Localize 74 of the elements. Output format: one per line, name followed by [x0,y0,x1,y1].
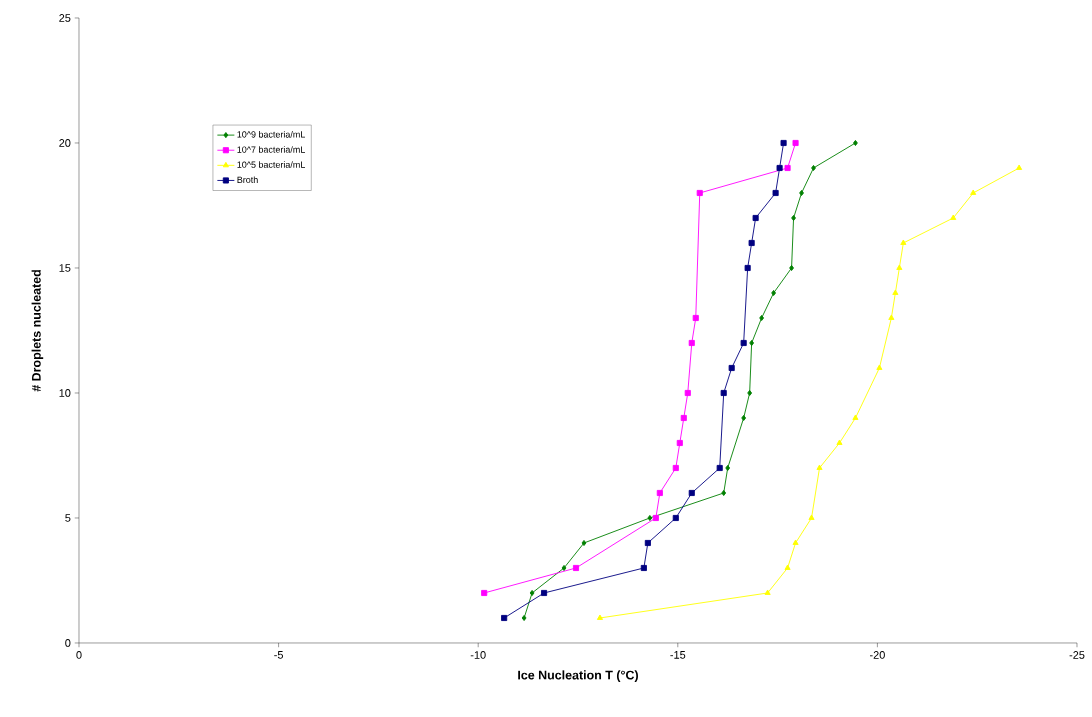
point [892,289,899,295]
point [521,614,527,622]
point [720,389,727,397]
point [692,314,699,322]
point [752,214,759,222]
point [721,489,727,497]
point [784,164,791,172]
point [684,389,691,397]
point [501,614,508,622]
point [581,539,587,547]
point [688,339,695,347]
point [772,189,779,197]
point [747,389,753,397]
point [640,564,647,572]
point [728,364,735,372]
y-axis-title: # Droplets nucleated [31,270,44,392]
point [725,464,731,472]
y-tick-label: 0 [65,639,71,647]
point [764,589,771,595]
point [749,339,755,347]
point [740,339,747,347]
point [541,589,548,597]
x-tick-label: -10 [470,651,486,659]
point [950,214,957,220]
point [680,414,687,422]
y-tick-label: 25 [59,14,71,22]
point [561,564,567,572]
point [676,439,683,447]
legend-label: 10^7 bacteria/mL [237,146,305,153]
point [572,564,580,572]
x-tick-label: -15 [670,651,686,659]
point [672,464,679,472]
point [481,589,488,597]
point [529,589,535,597]
point [672,514,679,522]
point [759,314,765,322]
point [792,539,799,545]
point [808,514,815,520]
x-tick-label: -20 [869,651,885,659]
x-axis-title: Ice Nucleation T (°C) [518,670,638,682]
point [744,264,751,272]
point [776,164,783,172]
legend-label: Broth [237,176,258,183]
point [816,464,823,470]
point [716,464,723,472]
y-tick-label: 10 [59,389,71,397]
point [688,489,695,497]
point [876,364,883,370]
point [656,489,663,497]
point [741,414,747,422]
point [647,514,653,522]
y-tick-label: 5 [65,514,71,522]
point [900,239,907,245]
point [970,189,977,195]
point [888,314,895,320]
legend-label: 10^5 bacteria/mL [237,161,305,168]
legend-label: 10^9 bacteria/mL [237,131,305,138]
point [596,614,603,620]
x-tick-label: 0 [76,651,82,659]
point [784,564,791,570]
point [644,539,651,547]
point [1016,164,1023,170]
point [896,264,903,270]
y-tick-label: 15 [59,264,71,272]
point [852,414,859,420]
x-tick-label: -25 [1069,651,1085,659]
point [696,189,703,197]
point [792,139,799,147]
point [780,139,787,147]
x-tick-label: -5 [274,651,283,659]
y-tick-label: 20 [59,139,71,147]
point [836,439,843,445]
point [652,514,659,522]
point [748,239,755,247]
